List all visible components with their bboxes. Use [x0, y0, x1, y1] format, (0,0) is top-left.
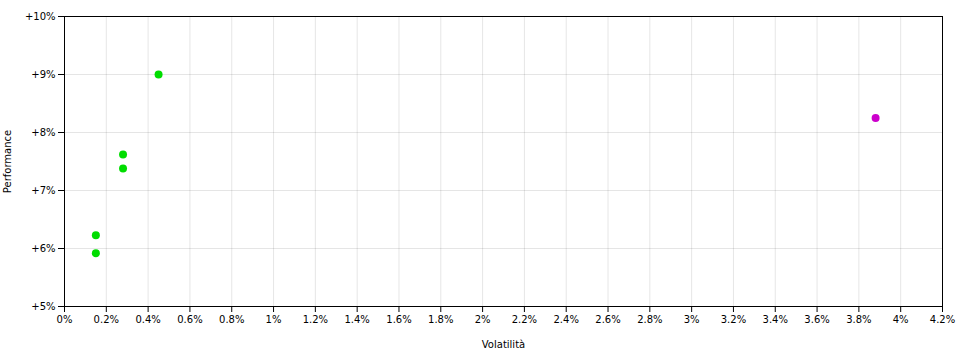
svg-text:2%: 2% — [475, 314, 491, 325]
svg-text:3.2%: 3.2% — [721, 314, 746, 325]
svg-text:3.8%: 3.8% — [846, 314, 871, 325]
svg-text:1.8%: 1.8% — [428, 314, 453, 325]
svg-text:+6%: +6% — [31, 243, 55, 254]
svg-text:4.2%: 4.2% — [930, 314, 955, 325]
svg-text:0.6%: 0.6% — [177, 314, 202, 325]
svg-text:0.8%: 0.8% — [219, 314, 244, 325]
svg-text:1%: 1% — [266, 314, 282, 325]
svg-text:3.6%: 3.6% — [804, 314, 829, 325]
svg-text:Performance: Performance — [2, 130, 13, 193]
svg-text:0.2%: 0.2% — [94, 314, 119, 325]
svg-text:1.4%: 1.4% — [344, 314, 369, 325]
svg-text:+8%: +8% — [31, 127, 55, 138]
svg-text:+7%: +7% — [31, 185, 55, 196]
svg-text:1.6%: 1.6% — [386, 314, 411, 325]
svg-text:2.4%: 2.4% — [554, 314, 579, 325]
svg-text:2.2%: 2.2% — [512, 314, 537, 325]
svg-text:0%: 0% — [57, 314, 73, 325]
svg-text:Volatilità: Volatilità — [482, 339, 525, 350]
svg-text:0.4%: 0.4% — [135, 314, 160, 325]
svg-text:2.6%: 2.6% — [595, 314, 620, 325]
svg-text:+9%: +9% — [31, 69, 55, 80]
svg-text:+10%: +10% — [25, 11, 56, 22]
svg-text:2.8%: 2.8% — [637, 314, 662, 325]
svg-text:3%: 3% — [684, 314, 700, 325]
svg-text:4%: 4% — [893, 314, 909, 325]
svg-text:1.2%: 1.2% — [303, 314, 328, 325]
svg-text:+5%: +5% — [31, 301, 55, 312]
svg-text:3.4%: 3.4% — [763, 314, 788, 325]
